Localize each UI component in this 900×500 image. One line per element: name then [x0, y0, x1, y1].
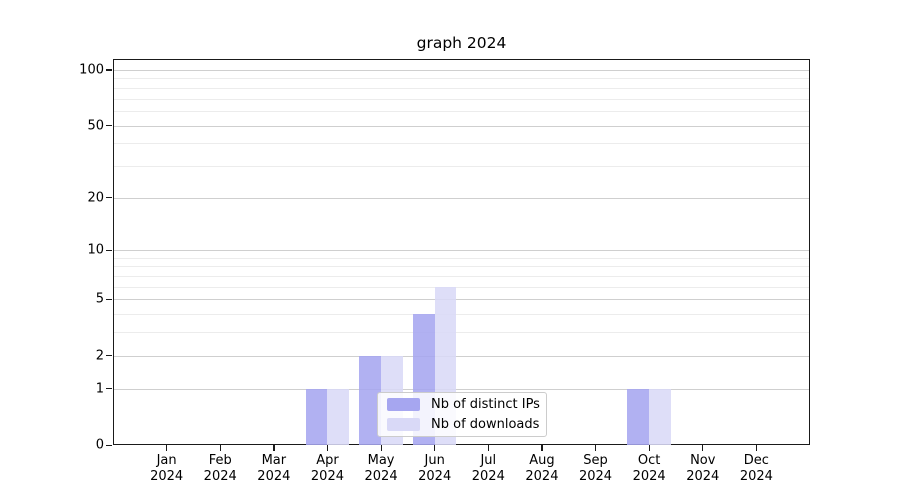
gridline-minor [114, 78, 809, 80]
x-tick-year: 2024 [632, 469, 666, 484]
gridline-minor [114, 266, 809, 268]
gridline-major [114, 299, 809, 301]
gridline-minor [114, 87, 809, 89]
plot-area [113, 59, 810, 445]
x-tick-year: 2024 [150, 469, 184, 484]
x-tick-label-may: May 2024 [346, 453, 416, 485]
x-tick-mark [326, 445, 329, 451]
x-tick-month: Jun [424, 453, 445, 468]
x-tick-year: 2024 [257, 469, 291, 484]
x-tick-month: Nov [690, 453, 716, 468]
x-tick-label-mar: Mar 2024 [239, 453, 309, 485]
x-tick-month: Aug [529, 453, 555, 468]
y-tick-label: 10 [87, 242, 104, 258]
x-tick-label-jun: Jun 2024 [400, 453, 470, 485]
y-tick-mark [106, 355, 112, 357]
gridline-minor [114, 314, 809, 316]
y-tick-mark [106, 249, 112, 251]
y-tick-label: 100 [79, 62, 104, 78]
x-tick-label-jul: Jul 2024 [453, 453, 523, 485]
gridline-minor [114, 143, 809, 145]
gridline-minor [114, 332, 809, 334]
legend-swatch-downloads-icon [387, 417, 420, 431]
y-tick-label: 5 [95, 291, 104, 307]
x-tick-year: 2024 [739, 469, 773, 484]
x-tick-year: 2024 [364, 469, 398, 484]
y-tick-mark [106, 388, 112, 390]
bar-distinct-ips-may [359, 355, 382, 445]
x-tick-mark [434, 445, 436, 451]
x-tick-mark [702, 445, 704, 451]
x-tick-month: Mar [261, 453, 287, 468]
x-tick-label-nov: Nov 2024 [668, 453, 738, 485]
y-tick-label: 1 [95, 381, 104, 397]
legend-label-downloads: Nb of downloads [431, 416, 540, 432]
x-tick-year: 2024 [686, 469, 720, 484]
x-tick-month: Jan [156, 453, 177, 468]
x-tick-mark [648, 445, 650, 451]
legend-entry-downloads: Nb of downloads [378, 417, 546, 432]
y-tick-mark [106, 444, 112, 446]
x-tick-mark [273, 445, 275, 451]
legend-entry-distinct-ips: Nb of distinct IPs [378, 397, 546, 412]
y-tick-mark [106, 69, 112, 71]
x-tick-month: Apr [316, 453, 339, 468]
x-tick-label-jan: Jan 2024 [132, 453, 202, 485]
x-tick-year: 2024 [525, 469, 559, 484]
x-tick-month: Sep [583, 453, 608, 468]
x-tick-year: 2024 [418, 469, 452, 484]
gridline-major [114, 69, 809, 71]
y-tick-mark [106, 125, 112, 127]
bar-distinct-ips-oct [627, 388, 650, 445]
x-tick-mark [541, 445, 543, 451]
legend: Nb of distinct IPs Nb of downloads [377, 392, 547, 437]
gridline-major [114, 125, 809, 127]
x-tick-month: Feb [208, 453, 232, 468]
x-tick-mark [595, 445, 597, 451]
x-tick-mark [166, 445, 168, 451]
x-tick-month: Dec [743, 453, 769, 468]
x-tick-month: Jul [480, 453, 497, 468]
y-tick-mark [106, 197, 112, 199]
x-tick-mark [487, 445, 489, 451]
gridline-minor [114, 98, 809, 100]
x-tick-mark [219, 445, 221, 451]
y-tick-mark [106, 298, 112, 301]
x-tick-label-feb: Feb 2024 [185, 453, 255, 485]
y-tick-label: 2 [95, 348, 104, 364]
x-tick-year: 2024 [471, 469, 505, 484]
gridline-major [114, 250, 809, 252]
x-tick-year: 2024 [203, 469, 237, 484]
x-tick-label-sep: Sep 2024 [561, 453, 631, 485]
legend-label-distinct-ips: Nb of distinct IPs [431, 397, 540, 413]
gridline-minor [114, 110, 809, 112]
x-tick-mark [755, 445, 758, 451]
x-tick-mark [380, 445, 382, 451]
x-tick-label-dec: Dec 2024 [721, 453, 791, 485]
x-tick-month: May [367, 453, 395, 468]
x-tick-label-oct: Oct 2024 [614, 453, 684, 485]
x-tick-label-aug: Aug 2024 [507, 453, 577, 485]
gridline-minor [114, 257, 809, 259]
gridline-minor [114, 165, 809, 167]
bar-downloads-oct [649, 388, 671, 445]
x-tick-label-apr: Apr 2024 [292, 453, 362, 485]
bar-distinct-ips-apr [305, 388, 328, 445]
y-tick-label: 50 [87, 118, 104, 133]
y-tick-label: 0 [95, 437, 104, 453]
y-tick-label: 20 [87, 190, 104, 206]
x-tick-year: 2024 [310, 469, 344, 484]
x-tick-year: 2024 [578, 469, 613, 484]
legend-swatch-distinct-ips-icon [387, 398, 420, 412]
gridline-minor [114, 286, 809, 288]
gridline-major [114, 388, 809, 390]
chart-title: graph 2024 [416, 34, 507, 52]
gridline-major [114, 355, 809, 357]
gridline-major [114, 197, 809, 199]
x-tick-month: Oct [637, 453, 661, 468]
gridline-minor [114, 276, 809, 278]
bar-downloads-apr [327, 388, 350, 445]
